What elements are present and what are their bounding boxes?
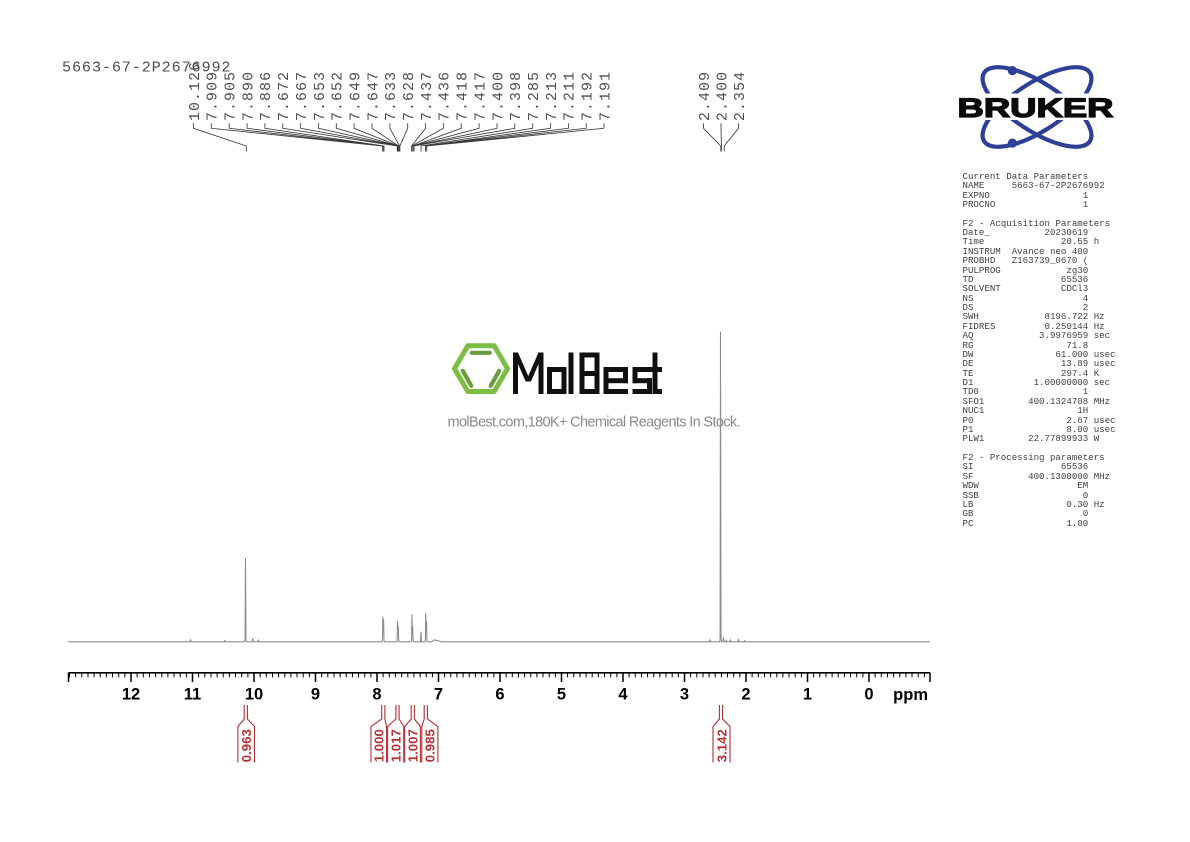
svg-text:2: 2 [741, 686, 750, 704]
svg-text:1.017: 1.017 [388, 729, 403, 762]
svg-text:7.653: 7.653 [313, 71, 329, 121]
svg-text:5: 5 [557, 686, 566, 704]
svg-text:7.436: 7.436 [438, 71, 454, 121]
svg-text:7.890: 7.890 [241, 71, 257, 121]
svg-text:BRUKER: BRUKER [958, 93, 1114, 123]
svg-text:7.213: 7.213 [545, 71, 561, 121]
svg-text:2.409: 2.409 [698, 71, 714, 121]
svg-text:10.126: 10.126 [188, 61, 204, 121]
svg-text:7.649: 7.649 [348, 71, 364, 121]
svg-text:6: 6 [495, 686, 504, 704]
svg-text:7.633: 7.633 [384, 71, 400, 121]
svg-text:7.418: 7.418 [456, 71, 472, 121]
svg-text:2.400: 2.400 [715, 71, 731, 121]
svg-text:7.886: 7.886 [259, 71, 275, 121]
svg-text:7.667: 7.667 [295, 71, 311, 121]
svg-text:7.672: 7.672 [277, 71, 293, 121]
svg-text:5663-67-2P2676992: 5663-67-2P2676992 [62, 59, 231, 77]
svg-text:7.652: 7.652 [331, 71, 347, 121]
svg-text:3: 3 [680, 686, 689, 704]
svg-text:9: 9 [311, 686, 320, 704]
svg-text:7: 7 [434, 686, 443, 704]
svg-text:1.007: 1.007 [405, 729, 420, 762]
svg-text:7.437: 7.437 [420, 71, 436, 121]
svg-text:7.285: 7.285 [527, 71, 543, 121]
svg-text:10: 10 [245, 686, 263, 704]
svg-text:7.211: 7.211 [563, 71, 579, 121]
svg-text:11: 11 [184, 686, 201, 704]
svg-text:0.985: 0.985 [423, 729, 438, 762]
svg-text:1: 1 [803, 686, 812, 704]
svg-text:7.628: 7.628 [402, 71, 418, 121]
svg-text:0.963: 0.963 [239, 729, 254, 762]
svg-text:12: 12 [122, 686, 140, 704]
svg-text:7.905: 7.905 [224, 71, 240, 121]
svg-text:4: 4 [618, 686, 628, 704]
svg-text:3.142: 3.142 [714, 729, 729, 762]
svg-text:8: 8 [372, 686, 381, 704]
svg-text:7.417: 7.417 [473, 71, 489, 121]
svg-text:7.192: 7.192 [581, 71, 597, 121]
svg-text:7.909: 7.909 [206, 71, 222, 121]
svg-text:ppm: ppm [893, 686, 928, 704]
svg-text:molBest.com,180K+ Chemical Rea: molBest.com,180K+ Chemical Reagents In S… [448, 415, 741, 431]
svg-text:7.398: 7.398 [509, 71, 525, 121]
svg-text:7.191: 7.191 [598, 71, 614, 121]
svg-text:7.647: 7.647 [366, 71, 382, 121]
svg-text:7.400: 7.400 [491, 71, 507, 121]
svg-text:1.000: 1.000 [372, 729, 387, 762]
svg-text:0: 0 [864, 686, 873, 704]
svg-text:2.354: 2.354 [733, 71, 749, 121]
